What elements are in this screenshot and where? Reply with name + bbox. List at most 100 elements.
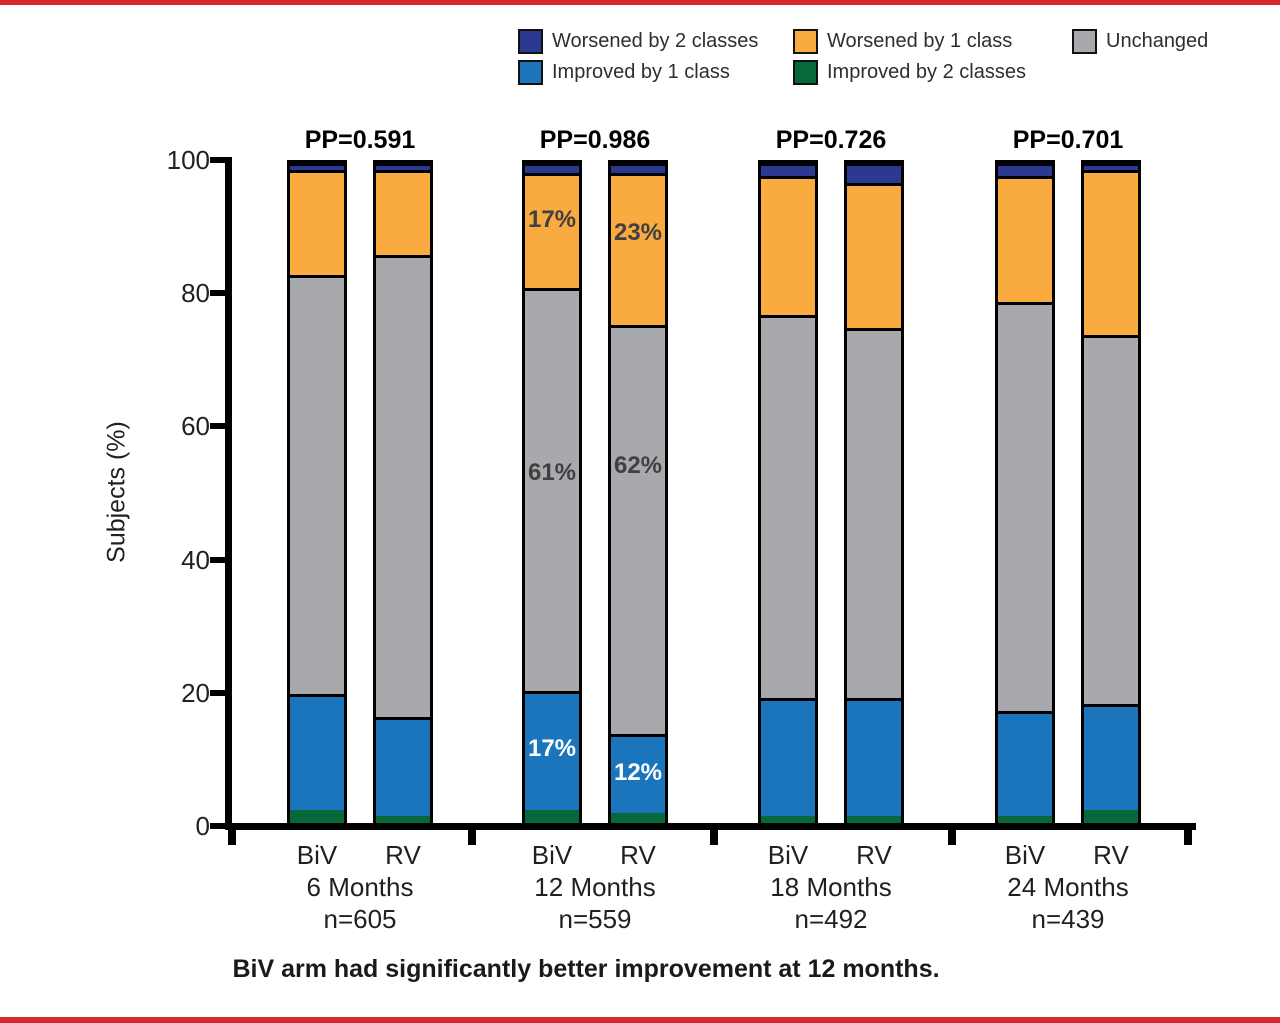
segment-unchanged <box>376 255 430 718</box>
legend-item-label: Improved by 2 classes <box>827 61 1026 83</box>
segment-improved_1 <box>998 710 1052 817</box>
x-category-arm-label: BiV <box>767 840 809 870</box>
legend-item-label: Improved by 1 class <box>552 61 730 83</box>
y-tick-label: 0 <box>195 811 210 841</box>
pp-value-label: PP=0.591 <box>304 126 416 154</box>
segment-improved_2 <box>525 809 579 823</box>
segment-unchanged <box>525 288 579 691</box>
group-separator-tick <box>228 823 236 845</box>
y-tick-label: 100 <box>166 145 210 175</box>
y-tick <box>210 823 225 829</box>
x-category-arm-label: RV <box>1093 840 1129 870</box>
pp-value-label: PP=0.986 <box>539 126 651 154</box>
x-category-arm-label: BiV <box>531 840 573 870</box>
legend-item-label: Worsened by 2 classes <box>552 30 759 52</box>
segment-improved_2 <box>1084 809 1138 823</box>
segment-unchanged <box>1084 334 1138 705</box>
legend-item-label: Unchanged <box>1106 30 1209 52</box>
segment-unchanged <box>611 324 665 734</box>
x-group-n-label: n=605 <box>323 904 397 934</box>
segment-improved_1 <box>376 717 430 817</box>
group-separator-tick <box>1184 823 1192 845</box>
segment-improved_2 <box>611 813 665 823</box>
y-tick-label: 80 <box>181 278 210 309</box>
segment-worsened_2 <box>998 163 1052 177</box>
bar-value-label: 12% <box>613 758 663 786</box>
legend-swatch-worsened_2-icon <box>518 28 543 54</box>
segment-worsened_2 <box>1084 163 1138 170</box>
bar-12-months-biv <box>522 160 582 826</box>
segment-unchanged <box>761 314 815 698</box>
y-tick <box>210 556 225 563</box>
y-axis-line <box>225 157 232 830</box>
segment-worsened_1 <box>847 182 901 328</box>
x-group-n-label: n=492 <box>794 904 868 934</box>
x-category-arm-label: RV <box>856 840 892 870</box>
pp-value-label: PP=0.701 <box>1012 126 1124 154</box>
segment-worsened_2 <box>290 163 344 170</box>
group-separator-tick <box>948 823 956 845</box>
segment-improved_1 <box>611 733 665 814</box>
x-group-month-label: 12 Months <box>534 872 656 902</box>
segment-worsened_2 <box>525 163 579 173</box>
top-border-rule <box>0 0 1280 5</box>
x-category-arm-label: BiV <box>1004 840 1046 870</box>
segment-improved_2 <box>290 809 344 823</box>
x-group-month-label: 18 Months <box>770 872 892 902</box>
legend-swatch-worsened_1-icon <box>793 28 818 54</box>
segment-improved_1 <box>847 697 901 817</box>
legend-swatch-improved_1-icon <box>518 59 543 85</box>
y-axis-title: Subjects (%) <box>102 421 131 563</box>
segment-improved_2 <box>847 816 901 823</box>
bar-18-months-biv <box>758 160 818 826</box>
y-tick-label: 20 <box>181 677 210 708</box>
pp-value-label: PP=0.726 <box>775 126 887 154</box>
segment-improved_1 <box>525 691 579 810</box>
segment-worsened_1 <box>998 176 1052 302</box>
group-separator-tick <box>468 823 476 845</box>
segment-worsened_1 <box>1084 169 1138 335</box>
x-group-month-label: 6 Months <box>306 872 414 902</box>
x-category-arm-label: BiV <box>296 840 338 870</box>
legend-item-worsened_2: Worsened by 2 classes <box>518 28 758 54</box>
bar-12-months-rv <box>608 160 668 826</box>
segment-improved_1 <box>1084 704 1138 810</box>
legend-item-improved_1: Improved by 1 class <box>518 59 730 85</box>
segment-unchanged <box>290 275 344 695</box>
bar-value-label: 17% <box>527 205 577 233</box>
segment-unchanged <box>998 301 1052 711</box>
y-tick-label: 40 <box>181 544 210 575</box>
y-tick <box>210 423 225 430</box>
x-category-arm-label: RV <box>620 840 656 870</box>
legend-item-worsened_1: Worsened by 1 class <box>793 28 1012 54</box>
segment-improved_1 <box>290 694 344 810</box>
segment-worsened_1 <box>290 169 344 276</box>
bottom-border-rule <box>0 1017 1280 1023</box>
segment-improved_2 <box>761 816 815 823</box>
legend-item-label: Worsened by 1 class <box>827 30 1013 52</box>
segment-worsened_2 <box>376 163 430 170</box>
segment-worsened_1 <box>611 172 665 325</box>
segment-worsened_1 <box>525 172 579 289</box>
bar-value-label: 23% <box>613 219 663 247</box>
x-group-month-label: 24 Months <box>1007 872 1129 902</box>
segment-improved_2 <box>998 816 1052 823</box>
legend-swatch-unchanged-icon <box>1072 28 1097 54</box>
segment-unchanged <box>847 328 901 698</box>
legend-item-unchanged: Unchanged <box>1072 28 1208 54</box>
segment-improved_2 <box>376 816 430 823</box>
segment-improved_1 <box>761 697 815 817</box>
bar-value-label: 17% <box>527 735 577 763</box>
figure-caption: BiV arm had significantly better improve… <box>232 955 940 983</box>
bar-24-months-biv <box>995 160 1055 826</box>
legend-item-improved_2: Improved by 2 classes <box>793 59 1026 85</box>
bar-6-months-rv <box>373 160 433 826</box>
y-tick-label: 60 <box>181 411 210 442</box>
x-group-n-label: n=559 <box>558 904 632 934</box>
segment-worsened_1 <box>761 176 815 315</box>
bar-value-label: 61% <box>527 459 577 487</box>
bar-6-months-biv <box>287 160 347 826</box>
x-category-arm-label: RV <box>385 840 421 870</box>
group-separator-tick <box>710 823 718 845</box>
